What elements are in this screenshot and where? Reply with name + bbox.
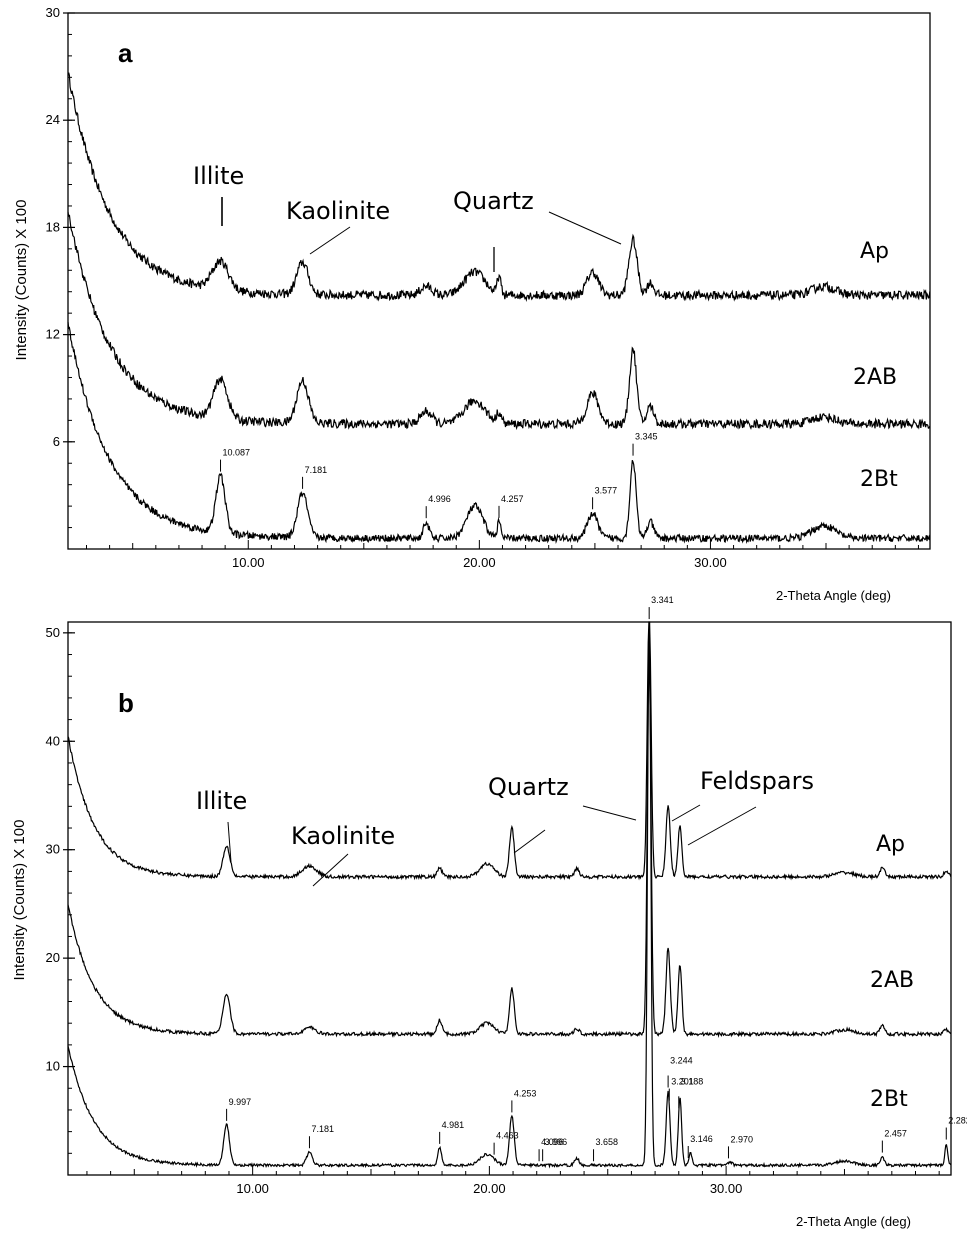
panel-b-feldspars-pointer-2 bbox=[687, 806, 757, 846]
panel-a-illite-annotation: Illite bbox=[193, 162, 244, 190]
d-spacing-label: 3.201 bbox=[671, 1077, 694, 1087]
series-line-2bt bbox=[67, 322, 931, 544]
panel-a-quartz-pointer-1 bbox=[548, 211, 622, 245]
x-tick-label: 20.00 bbox=[473, 1181, 506, 1196]
panel-b-quartz-pointer-2 bbox=[582, 805, 637, 821]
d-spacing-label: 4.463 bbox=[496, 1131, 519, 1141]
d-spacing-label: 4.257 bbox=[501, 494, 524, 504]
x-tick-label: 10.00 bbox=[232, 555, 265, 570]
series-line-ap bbox=[67, 621, 952, 881]
panel-b-feldspars-pointer-1 bbox=[671, 804, 701, 822]
d-spacing-label: 3.996 bbox=[545, 1137, 568, 1147]
panel-a-x-axis-title: 2-Theta Angle (deg) bbox=[776, 588, 891, 603]
panel-b-illite-pointer bbox=[227, 821, 232, 863]
panel-b-horizon-2ab: 2AB bbox=[870, 968, 914, 993]
d-spacing-label: 4.096 bbox=[541, 1137, 564, 1147]
series-line-2bt bbox=[67, 629, 952, 1169]
d-spacing-label: 3.658 bbox=[596, 1137, 619, 1147]
panel-a-kaolinite-annotation: Kaolinite bbox=[286, 197, 390, 225]
x-tick-label: 30.00 bbox=[710, 1181, 743, 1196]
panel-b-x-axis: 10.00 20.00 30.00 bbox=[86, 1166, 940, 1196]
panel-b-quartz-annotation: Quartz bbox=[488, 773, 569, 801]
panel-b-kaolinite-annotation: Kaolinite bbox=[291, 822, 395, 850]
panel-b-illite-annotation: Illite bbox=[196, 787, 247, 815]
panel-b-series-group bbox=[67, 621, 952, 1169]
panel-b-label: b bbox=[118, 688, 134, 718]
panel-b-quartz-pointer-1 bbox=[513, 829, 546, 854]
panel-b-frame bbox=[67, 621, 952, 1176]
panel-a-y-axis: 6 12 18 24 30 bbox=[46, 5, 75, 550]
panel-a: 6 12 18 24 30 10.00 20.00 30.00 10.087 7.181 4.9… bbox=[13, 5, 931, 603]
y-tick-label: 50 bbox=[46, 625, 60, 640]
panel-a-horizon-2bt: 2Bt bbox=[860, 467, 898, 492]
panel-a-y-axis-title: Intensity (Counts) X 100 bbox=[13, 200, 30, 361]
series-line-ap bbox=[67, 72, 931, 303]
y-tick-label: 18 bbox=[46, 219, 60, 234]
panel-a-horizon-2ab: 2AB bbox=[853, 365, 897, 390]
d-spacing-label: 7.181 bbox=[311, 1124, 334, 1134]
series-line-2ab bbox=[67, 663, 952, 1038]
panel-a-kaolinite-pointer bbox=[309, 226, 351, 255]
y-tick-label: 6 bbox=[53, 434, 60, 449]
y-tick-label: 20 bbox=[46, 950, 60, 965]
y-tick-label: 24 bbox=[46, 112, 60, 127]
panel-b-y-axis-title: Intensity (Counts) X 100 bbox=[11, 820, 28, 981]
d-spacing-label: 3.146 bbox=[690, 1134, 713, 1144]
panel-a-series-group bbox=[67, 72, 931, 544]
panel-a-d-spacing-labels: 10.087 7.181 4.996 4.257 3.577 3.345 bbox=[220, 432, 658, 519]
d-spacing-label: 3.577 bbox=[595, 485, 618, 495]
panel-b-horizon-2bt: 2Bt bbox=[870, 1087, 908, 1112]
d-spacing-label: 3.345 bbox=[635, 432, 658, 442]
panel-b-kaolinite-pointer bbox=[312, 853, 349, 887]
d-spacing-label: 3.188 bbox=[681, 1076, 704, 1086]
panel-b-feldspars-annotation: Feldspars bbox=[700, 767, 814, 795]
d-spacing-label: 3.244 bbox=[670, 1056, 693, 1066]
y-tick-label: 10 bbox=[46, 1059, 60, 1074]
d-spacing-label: 2.457 bbox=[884, 1129, 907, 1139]
x-tick-label: 30.00 bbox=[694, 555, 727, 570]
d-spacing-label: 7.181 bbox=[305, 465, 328, 475]
y-tick-label: 30 bbox=[46, 842, 60, 857]
y-tick-label: 30 bbox=[46, 5, 60, 20]
panel-b-x-axis-title: 2-Theta Angle (deg) bbox=[796, 1214, 911, 1229]
panel-b-horizon-ap: Ap bbox=[876, 832, 905, 857]
panel-b-y-axis: 10 20 30 40 50 bbox=[46, 625, 75, 1176]
panel-a-horizon-ap: Ap bbox=[860, 239, 889, 264]
panel-b: 10 20 30 40 50 10.00 20.00 30.00 9.997 7.181 4.9… bbox=[11, 595, 967, 1229]
d-spacing-label: 2.970 bbox=[730, 1134, 753, 1144]
series-line-2ab bbox=[67, 211, 931, 431]
y-tick-label: 40 bbox=[46, 733, 60, 748]
y-tick-label: 12 bbox=[46, 327, 60, 342]
d-spacing-label: 3.341 bbox=[651, 595, 674, 605]
x-tick-label: 10.00 bbox=[236, 1181, 269, 1196]
panel-a-label: a bbox=[118, 38, 133, 68]
d-spacing-label: 10.087 bbox=[223, 448, 251, 458]
d-spacing-label: 4.996 bbox=[428, 494, 451, 504]
panel-a-x-axis: 10.00 20.00 30.00 bbox=[85, 540, 919, 570]
x-tick-label: 20.00 bbox=[463, 555, 496, 570]
panel-a-frame bbox=[67, 12, 931, 550]
d-spacing-label: 4.981 bbox=[442, 1120, 465, 1130]
d-spacing-label: 9.997 bbox=[229, 1097, 252, 1107]
d-spacing-label: 4.253 bbox=[514, 1088, 537, 1098]
panel-a-quartz-annotation: Quartz bbox=[453, 187, 534, 215]
d-spacing-label: 2.282 bbox=[948, 1116, 967, 1126]
